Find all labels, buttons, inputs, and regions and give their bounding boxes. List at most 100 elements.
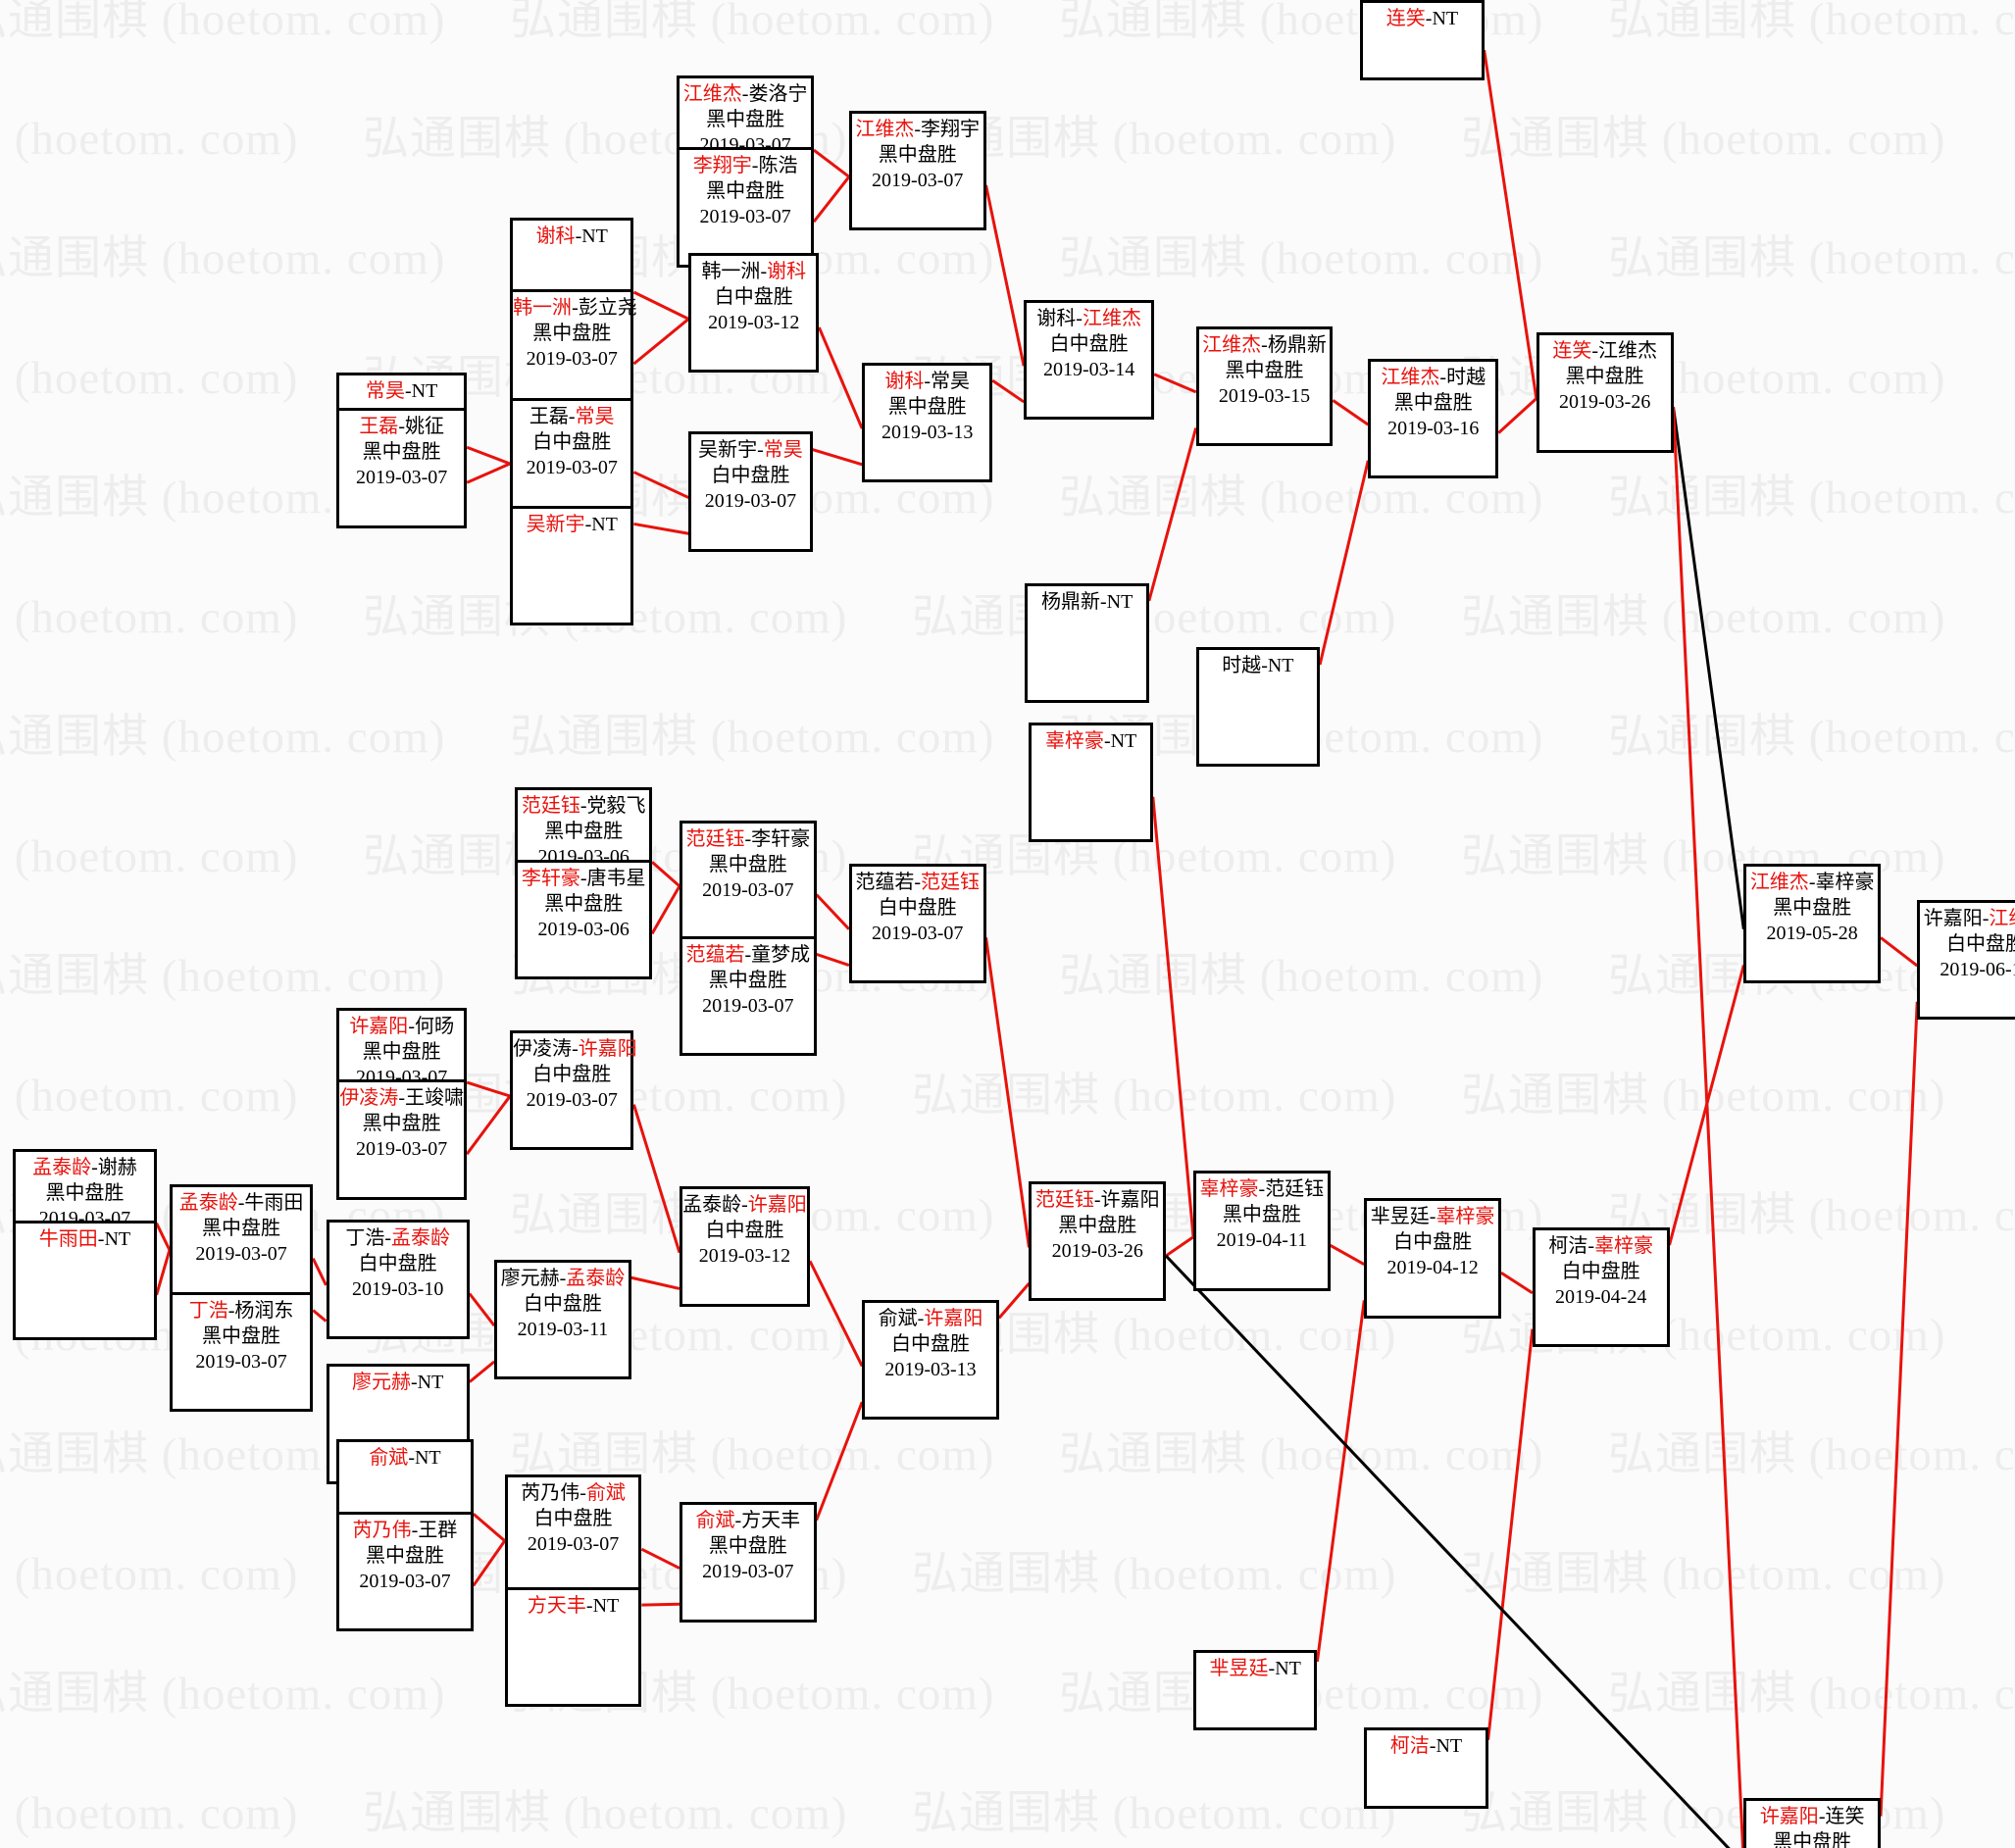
- bracket-link: [1153, 373, 1197, 394]
- bracket-link: [466, 1080, 511, 1098]
- match-box[interactable]: 杨鼎新-NT: [1025, 582, 1149, 703]
- bracket-link: [1879, 1001, 1919, 1817]
- match-box[interactable]: 谢科-常昊 黑中盘胜 2019-03-13: [862, 362, 993, 483]
- match-box[interactable]: 江维杰-辜梓豪 黑中盘胜 2019-05-28: [1743, 863, 1881, 983]
- match-box[interactable]: 王磊-常昊 白中盘胜 2019-03-07: [510, 397, 634, 519]
- match-players: 柯洁-NT: [1367, 1733, 1485, 1759]
- match-box[interactable]: 丁浩-杨润东 黑中盘胜 2019-03-07: [169, 1292, 314, 1413]
- match-result: 黑中盘胜: [887, 395, 967, 418]
- player-separator: -: [384, 1226, 391, 1249]
- player-one: 吴新宇: [698, 439, 758, 462]
- match-box[interactable]: 时越-NT: [1195, 646, 1321, 768]
- match-box[interactable]: 辜梓豪-NT: [1029, 722, 1153, 843]
- match-box[interactable]: 廖元赫-孟泰龄 白中盘胜 2019-03-11: [494, 1259, 631, 1380]
- match-result: 黑中盘胜: [706, 180, 785, 203]
- watermark-text: 弘通围棋 (hoetom. com): [363, 1788, 848, 1839]
- player-two: 王竣啸: [404, 1087, 464, 1110]
- match-box[interactable]: 俞斌-方天丰 黑中盘胜 2019-03-07: [679, 1502, 817, 1623]
- match-box[interactable]: 范廷钰-李轩豪 黑中盘胜 2019-03-07: [679, 820, 817, 940]
- match-box[interactable]: 韩一洲-谢科 白中盘胜 2019-03-12: [688, 253, 820, 374]
- match-box[interactable]: 吴新宇-NT: [510, 506, 634, 626]
- player-separator: -: [914, 871, 922, 893]
- match-result: 白中盘胜: [532, 430, 612, 453]
- watermark-text: 弘通围棋 (hoetom. com): [510, 0, 995, 45]
- watermark-text: 弘通围棋 (hoetom. com): [1608, 1429, 2015, 1480]
- match-box[interactable]: 牛雨田-NT: [13, 1220, 157, 1341]
- player-separator: -: [398, 416, 405, 438]
- match-box[interactable]: 吴新宇-常昊 白中盘胜 2019-03-07: [688, 431, 813, 552]
- match-players: 伊凌涛-王竣啸: [339, 1085, 464, 1111]
- match-box[interactable]: 江维杰-李翔宇 黑中盘胜 2019-03-07: [848, 111, 986, 231]
- match-result: 黑中盘胜: [1225, 359, 1304, 381]
- match-date: 2019-03-11: [517, 1318, 609, 1340]
- player-separator: -: [1587, 1234, 1595, 1257]
- player-two: 谢赫: [97, 1156, 137, 1178]
- bracket-link: [640, 1547, 680, 1570]
- player-one: 芈昱廷: [1370, 1206, 1430, 1228]
- match-box[interactable]: 王磊-姚征 黑中盘胜 2019-03-07: [336, 408, 468, 528]
- bracket-link: [466, 462, 511, 484]
- match-players: 芮乃伟-俞斌: [508, 1480, 639, 1506]
- player-one: 辜梓豪: [1044, 729, 1104, 752]
- match-box[interactable]: 芮乃伟-王群 黑中盘胜 2019-03-07: [336, 1511, 474, 1631]
- match-players: 范廷钰-许嘉阳: [1032, 1187, 1163, 1213]
- match-box[interactable]: 江维杰-时越 黑中盘胜 2019-03-16: [1368, 358, 1499, 479]
- player-one: 柯洁: [1548, 1234, 1588, 1257]
- player-one: 伊凌涛: [513, 1037, 573, 1060]
- match-box[interactable]: 辜梓豪-范廷钰 黑中盘胜 2019-04-11: [1193, 1171, 1331, 1291]
- match-box[interactable]: 许嘉阳-连笑黑中盘胜2019-05-17: [1743, 1798, 1881, 1848]
- match-box[interactable]: 方天丰-NT: [504, 1586, 642, 1708]
- watermark-text: 弘通围棋 (hoetom. com): [1059, 1429, 1544, 1480]
- player-one: 范廷钰: [685, 827, 745, 850]
- match-players: 许嘉阳-何旸: [339, 1014, 464, 1039]
- match-box[interactable]: 柯洁-辜梓豪 白中盘胜 2019-04-24: [1532, 1226, 1670, 1347]
- watermark-text: 弘通围棋 (hoetom. com): [1608, 0, 2015, 45]
- match-box[interactable]: 伊凌涛-王竣啸 黑中盘胜 2019-03-07: [336, 1079, 468, 1200]
- match-box[interactable]: 芈昱廷-辜梓豪 白中盘胜 2019-04-12: [1364, 1198, 1501, 1319]
- match-box[interactable]: 李翔宇-陈浩 黑中盘胜 2019-03-07: [677, 147, 814, 268]
- player-one: 江维杰: [1202, 333, 1262, 356]
- match-result: 黑中盘胜: [1773, 1831, 1852, 1848]
- match-box[interactable]: 范廷钰-许嘉阳 黑中盘胜 2019-03-26: [1029, 1181, 1167, 1302]
- player-separator: -: [408, 1447, 415, 1470]
- match-date: 2019-03-13: [884, 1359, 977, 1381]
- player-two: 江维杰: [1082, 307, 1141, 329]
- match-date: 2019-03-07: [872, 170, 964, 192]
- match-box[interactable]: 范蕴若-范廷钰 白中盘胜 2019-03-07: [848, 863, 986, 983]
- match-date: 2019-03-07: [526, 348, 618, 371]
- match-box[interactable]: 俞斌-许嘉阳 白中盘胜 2019-03-13: [862, 1300, 999, 1421]
- watermark-text: 弘通围棋 (hoetom. com): [0, 1669, 446, 1720]
- match-box[interactable]: 连笑-NT: [1360, 0, 1485, 81]
- match-date: 2019-04-11: [1216, 1229, 1308, 1252]
- player-separator: -: [1258, 1178, 1266, 1201]
- match-box[interactable]: 柯洁-NT: [1364, 1727, 1488, 1809]
- match-box[interactable]: 孟泰龄-许嘉阳 白中盘胜 2019-03-12: [679, 1186, 810, 1307]
- bracket-link: [1147, 427, 1198, 602]
- match-box[interactable]: 芮乃伟-俞斌 白中盘胜 2019-03-07: [504, 1474, 642, 1595]
- player-two: 许嘉阳: [747, 1194, 807, 1217]
- match-box[interactable]: 孟泰龄-牛雨田 黑中盘胜 2019-03-07: [169, 1183, 314, 1305]
- match-box[interactable]: 丁浩-孟泰龄 白中盘胜 2019-03-10: [326, 1219, 470, 1339]
- match-date: 2019-03-07: [359, 1570, 451, 1592]
- match-box[interactable]: 芈昱廷-NT: [1193, 1649, 1318, 1731]
- match-box[interactable]: 伊凌涛-许嘉阳 白中盘胜 2019-03-07: [510, 1029, 637, 1151]
- player-two: 常昊: [575, 405, 615, 427]
- match-box[interactable]: 范蕴若-童梦成 黑中盘胜 2019-03-07: [679, 936, 817, 1057]
- player-one: 韩一洲: [513, 297, 573, 320]
- player-two: 许嘉阳: [1100, 1189, 1160, 1212]
- player-two: 江维杰: [1989, 907, 2015, 929]
- match-box[interactable]: 连笑-江维杰 黑中盘胜 2019-03-26: [1536, 332, 1674, 453]
- match-box[interactable]: 江维杰-杨鼎新 黑中盘胜 2019-03-15: [1195, 325, 1334, 446]
- match-box[interactable]: 韩一洲-彭立尧 黑中盘胜 2019-03-07: [510, 289, 637, 410]
- player-separator: -: [579, 795, 587, 818]
- player-two: NT: [591, 514, 618, 536]
- match-box[interactable]: 李轩豪-唐韦星 黑中盘胜 2019-03-06: [515, 859, 653, 979]
- match-box[interactable]: 谢科-江维杰 白中盘胜 2019-03-14: [1024, 299, 1155, 421]
- watermark-text: 弘通围棋 (hoetom. com): [1608, 1669, 2015, 1720]
- match-result: 黑中盘胜: [1058, 1215, 1137, 1237]
- match-players: 俞斌-NT: [339, 1445, 471, 1471]
- match-date: 2019-04-12: [1386, 1257, 1479, 1279]
- player-one: 范蕴若: [855, 871, 915, 893]
